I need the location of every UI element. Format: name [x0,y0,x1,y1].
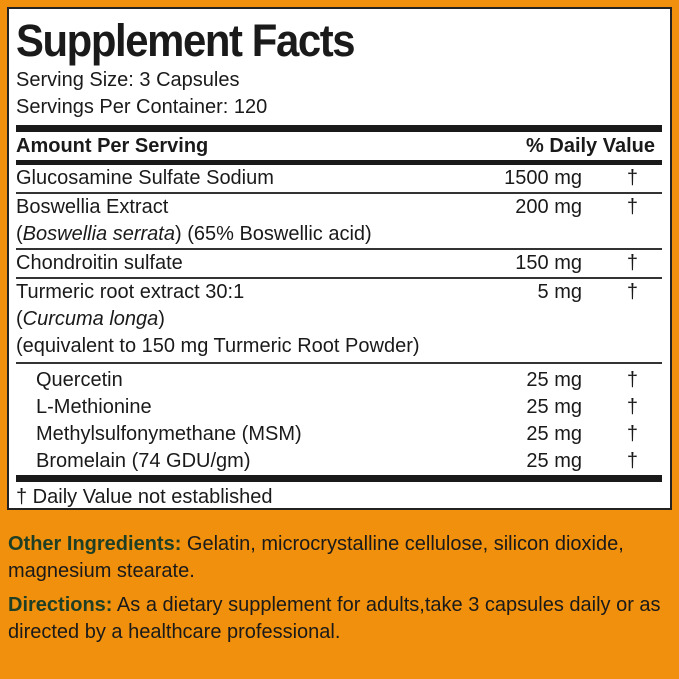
ingredient-row: Chondroitin sulfate 150 mg † [16,252,638,274]
divider [16,192,662,194]
divider [16,362,662,364]
panel-title: Supplement Facts [16,15,356,66]
label-notes: Other Ingredients: Gelatin, microcrystal… [8,531,668,653]
divider-thick [16,475,662,482]
table-header: Amount Per Serving % Daily Value [16,132,662,160]
ingredient-row: Quercetin 25 mg † [36,369,638,391]
footnote: † Daily Value not established [16,486,273,508]
divider-thick [16,125,662,132]
amount-header: Amount Per Serving [16,135,209,157]
other-ingredients: Other Ingredients: Gelatin, microcrystal… [8,533,624,582]
servings-per-container: Servings Per Container: 120 [16,96,268,118]
divider [16,277,662,279]
divider-thick [16,160,662,165]
supplement-facts-panel: Supplement Facts Serving Size: 3 Capsule… [7,7,672,510]
ingredient-row: Boswellia Extract (Boswellia serrata) (65… [16,196,638,245]
ingredient-row: L-Methionine 25 mg † [36,396,638,418]
directions: Directions: As a dietary supplement for … [8,594,661,643]
divider [16,248,662,250]
ingredient-row: Turmeric root extract 30:1 (Curcuma longa… [16,281,638,357]
ingredient-row: Glucosamine Sulfate Sodium 1500 mg † [16,167,638,189]
serving-size: Serving Size: 3 Capsules [16,69,240,91]
ingredient-row: Bromelain (74 GDU/gm) 25 mg † [36,450,638,472]
ingredient-row: Methylsulfonymethane (MSM) 25 mg † [36,423,638,445]
dv-header: % Daily Value [526,135,655,157]
